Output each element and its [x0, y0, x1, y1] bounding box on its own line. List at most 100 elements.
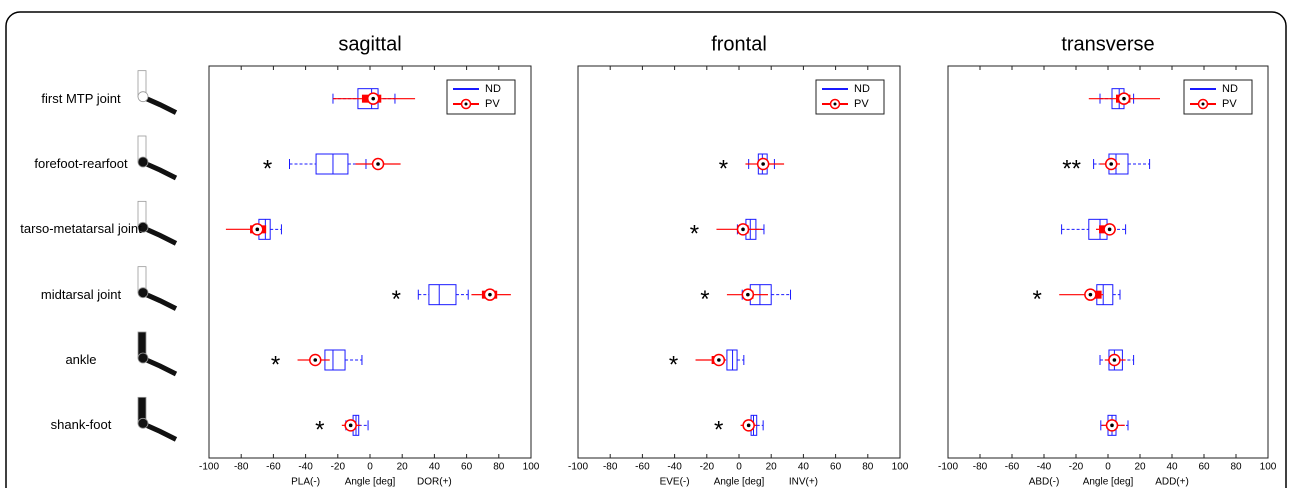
x-tick-label: -60 — [635, 462, 650, 473]
x-axis-label-left: PLA(-) — [291, 477, 320, 488]
x-tick-label: -20 — [331, 462, 346, 473]
plot-frame — [947, 65, 1269, 459]
x-tick-label: 20 — [1134, 462, 1146, 473]
x-tick-label: -40 — [298, 462, 313, 473]
x-axis-label-right: ADD(+) — [1155, 477, 1189, 488]
joint-icon-foot — [140, 421, 178, 442]
joint-icon-foot — [140, 225, 178, 246]
median-dot — [746, 423, 751, 428]
legend-box — [815, 79, 885, 115]
plot-frame — [208, 65, 532, 459]
joint-icon-foot — [140, 94, 178, 115]
x-axis-label-left: EVE(-) — [660, 477, 690, 488]
median-dot — [741, 227, 745, 232]
joint-icon-foot — [140, 290, 178, 311]
x-tick-label: 0 — [367, 462, 373, 473]
significance-mark: * — [719, 155, 728, 182]
joint-icon-foot — [140, 159, 178, 181]
x-tick-label: 100 — [892, 462, 909, 473]
legend-marker — [1201, 102, 1205, 106]
row-label: midtarsal joint — [40, 286, 122, 302]
median-dot — [376, 162, 380, 166]
x-tick-label: -100 — [938, 462, 958, 473]
x-tick-label: -20 — [700, 462, 715, 473]
joint-icon-foot — [140, 355, 178, 377]
x-tick-label: 20 — [766, 462, 778, 473]
significance-mark: * — [1033, 286, 1042, 313]
x-tick-label: -80 — [234, 462, 249, 473]
legend-box — [1183, 79, 1253, 115]
x-tick-label: -100 — [199, 462, 219, 473]
legend-label: ND — [485, 83, 501, 95]
row-label: shank-foot — [50, 417, 112, 433]
significance-mark: * — [714, 417, 723, 444]
x-axis-label: Angle [deg] — [1083, 477, 1134, 488]
x-axis-label-right: INV(+) — [789, 477, 818, 488]
significance-mark: ** — [1062, 155, 1081, 182]
chart-title: frontal — [711, 33, 767, 55]
x-tick-label: 100 — [1260, 462, 1277, 473]
joint-icon-joint — [137, 287, 149, 299]
box — [315, 153, 349, 175]
median-dot — [313, 358, 318, 362]
x-tick-label: -80 — [973, 462, 988, 473]
median-dot — [1110, 423, 1114, 428]
joint-icon-joint — [137, 417, 149, 429]
x-tick-label: 100 — [523, 462, 540, 473]
box — [428, 284, 457, 306]
median-dot — [1122, 96, 1126, 101]
x-tick-label: -100 — [568, 462, 588, 473]
x-tick-label: 40 — [1166, 462, 1178, 473]
x-tick-label: -40 — [1037, 462, 1052, 473]
median-dot — [371, 96, 376, 101]
significance-mark: * — [690, 221, 699, 248]
legend-marker — [833, 102, 837, 106]
median-dot — [488, 292, 492, 297]
median-dot — [717, 358, 721, 362]
legend-box — [446, 79, 516, 115]
row-label: ankle — [65, 352, 97, 367]
legend-label: ND — [1222, 83, 1238, 95]
x-tick-label: 40 — [429, 462, 441, 473]
joint-icon-joint — [137, 221, 149, 233]
x-tick-label: -40 — [667, 462, 682, 473]
x-tick-label: 60 — [1198, 462, 1210, 473]
chart-title: transverse — [1061, 33, 1154, 55]
figure-frame — [5, 11, 1287, 488]
x-tick-label: 0 — [736, 462, 742, 473]
legend-label: PV — [854, 98, 869, 110]
row-label: forefoot-rearfoot — [34, 156, 128, 171]
significance-mark: * — [700, 286, 709, 313]
median-dot — [1107, 227, 1112, 232]
x-tick-label: 80 — [862, 462, 874, 473]
x-tick-label: 0 — [1105, 462, 1111, 473]
x-tick-label: 80 — [493, 462, 505, 473]
median-dot — [255, 227, 260, 232]
chart-title: sagittal — [338, 33, 401, 55]
significance-mark: * — [669, 351, 678, 378]
legend-marker — [464, 102, 468, 106]
joint-icon-joint — [137, 91, 149, 103]
significance-mark: * — [392, 286, 401, 313]
legend-label: ND — [854, 83, 870, 95]
x-axis-label-left: ABD(-) — [1029, 477, 1060, 488]
x-axis-label-right: DOR(+) — [417, 477, 452, 488]
row-label: first MTP joint — [41, 90, 121, 106]
x-tick-label: -60 — [266, 462, 281, 473]
significance-mark: * — [271, 351, 280, 378]
x-tick-label: 60 — [461, 462, 473, 473]
x-axis-label: Angle [deg] — [345, 477, 396, 488]
joint-icon-joint — [137, 156, 149, 168]
x-tick-label: -60 — [1005, 462, 1020, 473]
box — [726, 349, 738, 371]
x-tick-label: 40 — [798, 462, 810, 473]
median-dot — [348, 423, 353, 428]
row-label: tarso-metatarsal joint — [20, 221, 142, 237]
x-tick-label: 20 — [397, 462, 409, 473]
significance-mark: * — [315, 417, 324, 444]
median-dot — [746, 292, 750, 297]
x-tick-label: -20 — [1069, 462, 1084, 473]
median-dot — [1088, 292, 1093, 297]
legend-label: PV — [1222, 98, 1237, 110]
